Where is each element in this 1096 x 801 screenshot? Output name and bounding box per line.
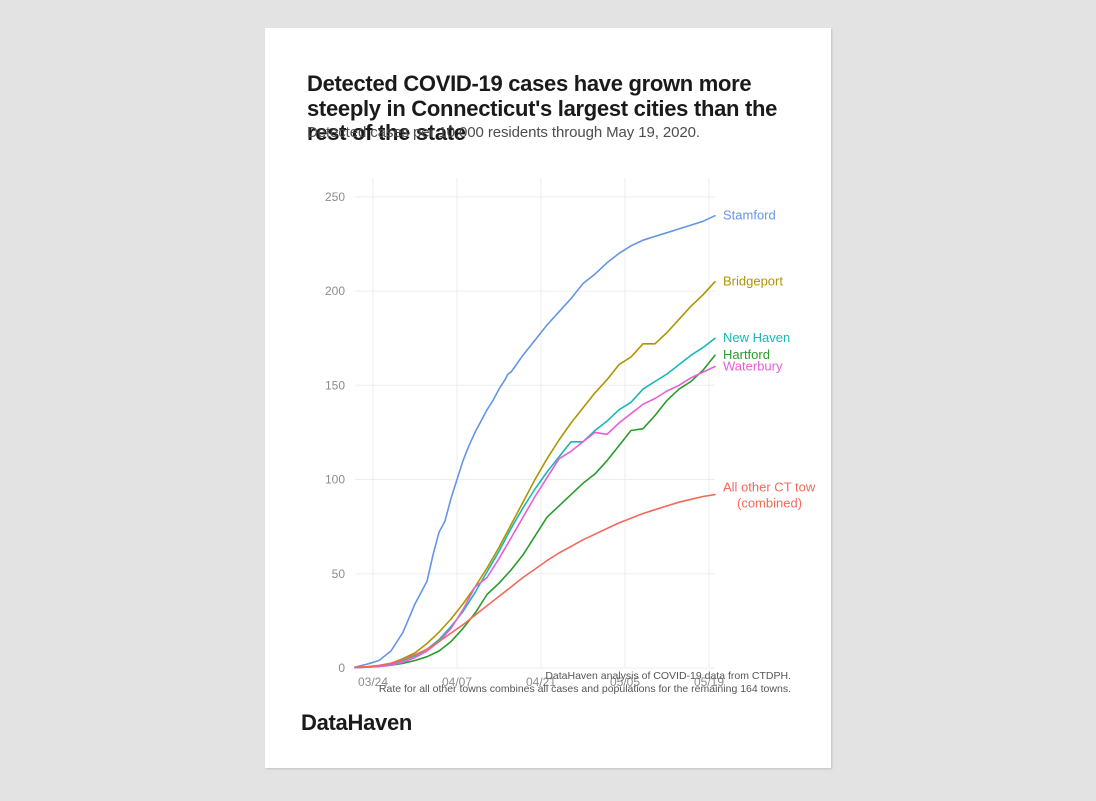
y-tick-label: 100	[325, 473, 345, 487]
chart-card: Detected COVID-19 cases have grown more …	[265, 28, 831, 768]
y-tick-label: 200	[325, 284, 345, 298]
chart-area: 05010015020025003/2404/0704/2105/0505/19…	[295, 158, 815, 678]
series-line	[355, 495, 715, 668]
series-label: (combined)	[737, 496, 802, 511]
series-label: Bridgeport	[723, 274, 783, 289]
series-line	[355, 367, 715, 668]
series-label: All other CT towns	[723, 480, 815, 495]
brand-logo-text: DataHaven	[301, 710, 412, 736]
y-tick-label: 250	[325, 190, 345, 204]
footnote-line-1: DataHaven analysis of COVID-19 data from…	[545, 670, 791, 682]
chart-footnote: DataHaven analysis of COVID-19 data from…	[331, 670, 791, 696]
series-label: Waterbury	[723, 358, 783, 373]
y-tick-label: 50	[332, 567, 346, 581]
y-tick-label: 150	[325, 378, 345, 392]
stage: Detected COVID-19 cases have grown more …	[0, 0, 1096, 801]
series-line	[355, 216, 715, 667]
series-line	[355, 355, 715, 667]
series-label: New Haven	[723, 330, 790, 345]
footnote-line-2: Rate for all other towns combines all ca…	[331, 683, 791, 696]
chart-subtitle: Detected cases per 10,000 residents thro…	[307, 124, 807, 141]
line-chart-svg: 05010015020025003/2404/0704/2105/0505/19…	[295, 158, 815, 698]
series-label: Stamford	[723, 208, 776, 223]
